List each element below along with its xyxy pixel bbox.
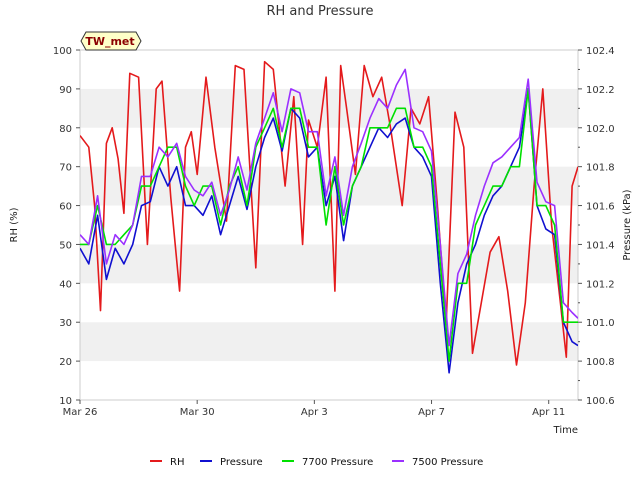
y2-tick-label: 101.2 [586, 279, 615, 290]
grid-band [80, 244, 578, 284]
x-tick-label: Apr 11 [532, 407, 565, 418]
y2-tick-label: 101.0 [586, 318, 615, 329]
y2-tick-label: 100.6 [586, 396, 615, 407]
station-badge: TW_met [80, 31, 142, 51]
right-y-axis: 100.6 100.8 101.0 101.2 101.4 101.6 101.8 102.0… [578, 46, 615, 407]
left-y-axis: 10 20 30 40 50 60 70 80 90 100 [53, 46, 80, 407]
y2-tick-label: 101.6 [586, 202, 615, 213]
x-tick-label: Mar 30 [180, 407, 215, 418]
y2-tick-label: 102.4 [586, 46, 615, 57]
y-tick-label: 50 [59, 240, 72, 251]
legend-label: 7500 Pressure [412, 457, 483, 468]
badge-box [80, 31, 142, 51]
y-tick-label: 40 [59, 279, 72, 290]
x-tick-label: Apr 7 [418, 407, 445, 418]
y-tick-label: 20 [59, 357, 72, 368]
y2-tick-label: 102.2 [586, 85, 615, 96]
y2-tick-label: 100.8 [586, 357, 615, 368]
y2-tick-label: 101.8 [586, 163, 615, 174]
grid-band [80, 322, 578, 362]
y-axis-title: RH (%) [9, 207, 20, 242]
y2-tick-label: 102.0 [586, 124, 615, 135]
y-tick-label: 90 [59, 85, 72, 96]
series-line-7500-pressure [80, 68, 578, 347]
y-tick-label: 70 [59, 163, 72, 174]
legend: RH Pressure 7700 Pressure 7500 Pressure [150, 457, 483, 468]
series-line-rh [80, 60, 578, 366]
x-axis-title: Time [553, 425, 578, 436]
x-axis: Mar 26 Mar 30 Apr 3 Apr 7 Apr 11 [63, 400, 565, 418]
y2-tick-label: 101.4 [586, 240, 615, 251]
y2-axis-title: Pressure (kPa) [622, 189, 633, 260]
legend-label: 7700 Pressure [302, 457, 373, 468]
legend-label: Pressure [220, 457, 263, 468]
y-tick-label: 100 [53, 46, 72, 57]
y-tick-label: 30 [59, 318, 72, 329]
chart-title: RH and Pressure [266, 4, 373, 19]
badge-label: TW_met [85, 35, 134, 48]
x-tick-label: Mar 26 [63, 407, 98, 418]
y-tick-label: 10 [59, 396, 72, 407]
series-lines [80, 60, 578, 374]
legend-label: RH [170, 457, 184, 468]
y-tick-label: 80 [59, 124, 72, 135]
y-tick-label: 60 [59, 202, 72, 213]
series-line-7700-pressure [80, 88, 578, 362]
x-tick-label: Apr 3 [301, 407, 328, 418]
